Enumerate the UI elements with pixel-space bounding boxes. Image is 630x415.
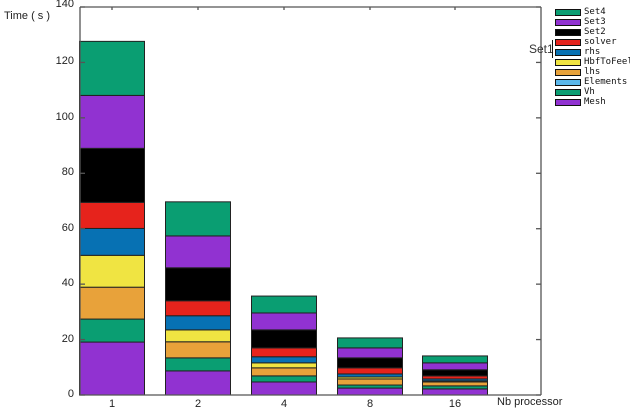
bar-segment-solver — [337, 367, 403, 375]
bar-segment-set3 — [337, 347, 403, 359]
x-tick-label: 16 — [448, 398, 462, 410]
bar-segment-mesh — [79, 341, 145, 396]
bar-segment-lhs — [337, 378, 403, 386]
bar-segment-set2 — [165, 267, 231, 302]
legend-swatch — [555, 48, 581, 56]
bar-segment-set4 — [79, 40, 145, 96]
bar-segment-lhs — [422, 381, 488, 387]
legend-item: lhs — [555, 67, 630, 77]
bar-segment-lhs — [165, 341, 231, 359]
bar-segment-hbftofeel — [251, 362, 317, 369]
legend-swatch — [555, 18, 581, 26]
y-tick-label: 40 — [61, 277, 74, 290]
legend-item: Set4 — [555, 7, 630, 17]
legend-swatch — [555, 28, 581, 36]
bar-segment-lhs — [79, 286, 145, 320]
bar-segment-mesh — [251, 381, 317, 396]
bar-segment-set2 — [337, 357, 403, 369]
bar-segment-set2 — [79, 147, 145, 203]
legend-label: Set3 — [584, 17, 606, 27]
x-tick-label: 2 — [194, 398, 202, 410]
bar-segment-hbftofeel — [79, 254, 145, 288]
set1-annotation: Set1 — [529, 42, 554, 56]
y-tick-label: 60 — [61, 221, 74, 234]
bar-segment-vh — [79, 318, 145, 343]
bar-segment-lhs — [251, 367, 317, 377]
x-axis-title: Nb processor — [497, 396, 563, 408]
x-tick-label: 1 — [108, 398, 116, 410]
bar-segment-solver — [79, 201, 145, 229]
bar-segment-set2 — [422, 369, 488, 377]
bar-segment-set4 — [251, 295, 317, 314]
legend-item: HbfToFeel — [555, 57, 630, 67]
bar-segment-rhs — [165, 315, 231, 331]
legend-label: HbfToFeel — [584, 57, 630, 67]
bar-segment-mesh — [337, 387, 403, 396]
y-axis-title: Time ( s ) — [4, 10, 51, 22]
bar-segment-rhs — [251, 356, 317, 364]
legend-label: Elements — [584, 77, 628, 87]
legend-swatch — [555, 68, 581, 76]
y-tick-label: 100 — [55, 110, 74, 123]
y-tick-label: 80 — [61, 166, 74, 179]
legend: Set4 Set3 Set2 solver rhs HbfToFeel lhs Element… — [555, 7, 630, 107]
legend-item: Vh — [555, 87, 630, 97]
bar-segment-set4 — [165, 201, 231, 237]
legend-item: Elements — [555, 77, 630, 87]
y-tick-label: 20 — [61, 332, 74, 345]
legend-item: Set3 — [555, 17, 630, 27]
legend-swatch — [555, 38, 581, 46]
bars-group — [79, 40, 488, 396]
bar-segment-set4 — [422, 355, 488, 364]
legend-item: solver — [555, 37, 630, 47]
legend-swatch — [555, 98, 581, 106]
bar-segment-vh — [165, 357, 231, 372]
set1-marker — [552, 40, 553, 58]
legend-label: Set2 — [584, 27, 606, 37]
bar-segment-solver — [165, 300, 231, 317]
legend-swatch — [555, 8, 581, 16]
legend-swatch — [555, 78, 581, 86]
bar-segment-set3 — [79, 94, 145, 149]
bar-segment-rhs — [79, 227, 145, 256]
x-tick-label: 4 — [280, 398, 288, 410]
legend-swatch — [555, 58, 581, 66]
legend-item: rhs — [555, 47, 630, 57]
legend-item: Mesh — [555, 97, 630, 107]
bar-segment-set3 — [251, 312, 317, 331]
legend-label: Vh — [584, 87, 595, 97]
bar-segment-set2 — [251, 329, 317, 349]
legend-item: Set2 — [555, 27, 630, 37]
legend-label: Mesh — [584, 97, 606, 107]
plot-frame — [79, 6, 542, 396]
bar-segment-vh — [251, 375, 317, 383]
bar-segment-solver — [251, 347, 317, 358]
bar-segment-set3 — [165, 235, 231, 269]
legend-label: solver — [584, 37, 617, 47]
y-tick-label: 140 — [55, 0, 74, 10]
legend-swatch — [555, 88, 581, 96]
bar-segment-set4 — [337, 337, 403, 349]
legend-label: lhs — [584, 67, 601, 77]
x-tick-label: 8 — [366, 398, 374, 410]
bar-segment-mesh — [422, 388, 488, 396]
legend-label: Set4 — [584, 7, 606, 17]
y-tick-label: 120 — [55, 55, 74, 68]
bar-segment-set3 — [422, 362, 488, 371]
bar-segment-hbftofeel — [165, 329, 231, 343]
legend-label: rhs — [584, 47, 601, 57]
y-tick-label: 0 — [67, 388, 74, 400]
bar-segment-mesh — [165, 370, 231, 396]
